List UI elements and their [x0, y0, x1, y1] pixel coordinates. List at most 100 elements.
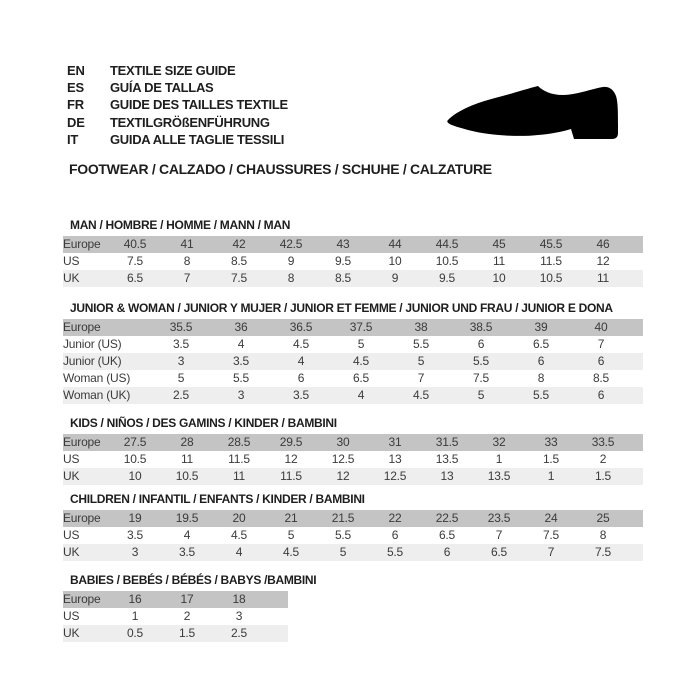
table-row: Europe 27.5 28 28.5 29.5 30 31 31.5 32 33 33.5 — [63, 434, 643, 451]
size-table-babies: Europe 16 17 18 US 1 2 3 UK 0.5 1.5 2.5 — [63, 591, 288, 642]
size-cell: 4.5 — [352, 354, 370, 368]
section-title-kids: KIDS / NIÑOS / DES GAMINS / KINDER / BAM… — [70, 416, 337, 430]
table-row: US 3.5 4 4.5 5 5.5 6 6.5 7 7.5 8 — [63, 527, 643, 544]
table-row: UK 3 3.5 4 4.5 5 5.5 6 6.5 7 7.5 — [63, 544, 643, 561]
size-cell: 22 — [388, 511, 402, 525]
size-cell: 13.5 — [435, 452, 459, 466]
language-row: IT GUIDA ALLE TAGLIE TESSILI — [67, 131, 288, 148]
section-title-junior-woman: JUNIOR & WOMAN / JUNIOR Y MUJER / JUNIOR… — [70, 301, 613, 315]
size-cell: 39 — [534, 320, 548, 334]
size-cell: 42.5 — [279, 237, 303, 251]
row-label: Europe — [63, 592, 101, 606]
size-cell: 7 — [417, 371, 425, 385]
table-row: UK 6.5 7 7.5 8 8.5 9 9.5 10 10.5 11 — [63, 270, 643, 287]
size-cell: 7.5 — [126, 254, 144, 268]
size-cell: 10 — [128, 469, 142, 483]
row-label: Junior (US) — [63, 337, 122, 351]
size-cell: 31 — [388, 435, 402, 449]
size-cell: 10 — [492, 271, 506, 285]
row-label: US — [63, 452, 80, 466]
size-table-section-babies: BABIES / BEBÉS / BÉBÉS / BABYS /BAMBINI E… — [63, 573, 317, 642]
size-cell: 40.5 — [123, 237, 147, 251]
size-cell: 6.5 — [490, 545, 508, 559]
row-spacer-cell — [265, 625, 288, 642]
size-cell: 7 — [183, 271, 191, 285]
row-spacer-cell — [629, 434, 643, 451]
language-code: FR — [67, 97, 84, 113]
size-table-junior-woman: Europe 35.5 36 36.5 37.5 38 38.5 39 40 Junior (US… — [63, 319, 643, 404]
size-cell: 4.5 — [282, 545, 300, 559]
dress-shoe-icon — [446, 84, 620, 142]
size-cell: 3 — [177, 354, 185, 368]
size-cell: 1 — [131, 609, 139, 623]
language-code: DE — [67, 114, 85, 130]
size-cell: 37.5 — [349, 320, 373, 334]
row-spacer-cell — [265, 608, 288, 625]
language-label: GUIDE DES TAILLES TEXTILE — [110, 97, 288, 113]
section-title-babies: BABIES / BEBÉS / BÉBÉS / BABYS /BAMBINI — [70, 573, 317, 587]
size-cell: 22.5 — [435, 511, 459, 525]
size-cell: 10 — [388, 254, 402, 268]
size-cell: 45.5 — [539, 237, 563, 251]
size-table-section-kids: KIDS / NIÑOS / DES GAMINS / KINDER / BAM… — [63, 417, 643, 485]
row-label: UK — [63, 545, 80, 559]
size-cell: 11 — [492, 254, 506, 268]
table-row: Europe 40.5 41 42 42.5 43 44 44.5 45 45.5 46 — [63, 236, 643, 253]
size-cell: 3.5 — [292, 388, 310, 402]
size-cell: 18 — [232, 592, 246, 606]
size-cell: 1.5 — [542, 452, 560, 466]
row-spacer-cell — [631, 319, 643, 336]
size-cell: 6.5 — [352, 371, 370, 385]
table-row: US 1 2 3 — [63, 608, 288, 625]
size-cell: 33.5 — [591, 435, 615, 449]
size-cell: 6.5 — [438, 528, 456, 542]
size-cell: 5 — [287, 528, 295, 542]
language-label: GUÍA DE TALLAS — [110, 80, 214, 96]
size-cell: 29.5 — [279, 435, 303, 449]
size-cell: 17 — [180, 592, 194, 606]
size-cell: 36 — [234, 320, 248, 334]
table-row: Europe 16 17 18 — [63, 591, 288, 608]
size-cell: 8 — [537, 371, 545, 385]
size-cell: 31.5 — [435, 435, 459, 449]
size-cell: 7.5 — [472, 371, 490, 385]
size-cell: 21 — [284, 511, 298, 525]
row-spacer-cell — [629, 510, 643, 527]
size-cell: 8.5 — [230, 254, 248, 268]
language-row: ES GUÍA DE TALLAS — [67, 79, 288, 96]
size-cell: 10.5 — [123, 452, 147, 466]
size-cell: 20 — [232, 511, 246, 525]
size-cell: 44.5 — [435, 237, 459, 251]
size-cell: 11 — [232, 469, 246, 483]
size-cell: 5.5 — [532, 388, 550, 402]
size-cell: 2 — [599, 452, 607, 466]
row-spacer-cell — [629, 253, 643, 270]
size-cell: 1 — [547, 469, 555, 483]
size-cell: 6 — [597, 388, 605, 402]
row-spacer-cell — [631, 336, 643, 353]
size-cell: 5.5 — [334, 528, 352, 542]
row-spacer-cell — [629, 527, 643, 544]
size-cell: 6 — [597, 354, 605, 368]
table-row: Junior (US) 3.5 4 4.5 5 5.5 6 6.5 7 — [63, 336, 643, 353]
size-cell: 9.5 — [438, 271, 456, 285]
table-row: Europe 35.5 36 36.5 37.5 38 38.5 39 40 — [63, 319, 643, 336]
size-cell: 41 — [180, 237, 194, 251]
row-spacer-cell — [629, 468, 643, 485]
size-cell: 13 — [388, 452, 402, 466]
size-cell: 19.5 — [175, 511, 199, 525]
size-cell: 7.5 — [230, 271, 248, 285]
table-row: UK 10 10.5 11 11.5 12 12.5 13 13.5 1 1.5 — [63, 468, 643, 485]
size-cell: 38 — [414, 320, 428, 334]
size-cell: 4.5 — [230, 528, 248, 542]
row-spacer-cell — [629, 451, 643, 468]
table-row: Junior (UK) 3 3.5 4 4.5 5 5.5 6 6 — [63, 353, 643, 370]
row-spacer-cell — [629, 270, 643, 287]
size-cell: 30 — [336, 435, 350, 449]
size-cell: 7 — [495, 528, 503, 542]
row-label: Woman (US) — [63, 371, 131, 385]
row-spacer-cell — [265, 591, 288, 608]
size-cell: 11.5 — [228, 452, 250, 466]
row-label: Woman (UK) — [63, 388, 131, 402]
